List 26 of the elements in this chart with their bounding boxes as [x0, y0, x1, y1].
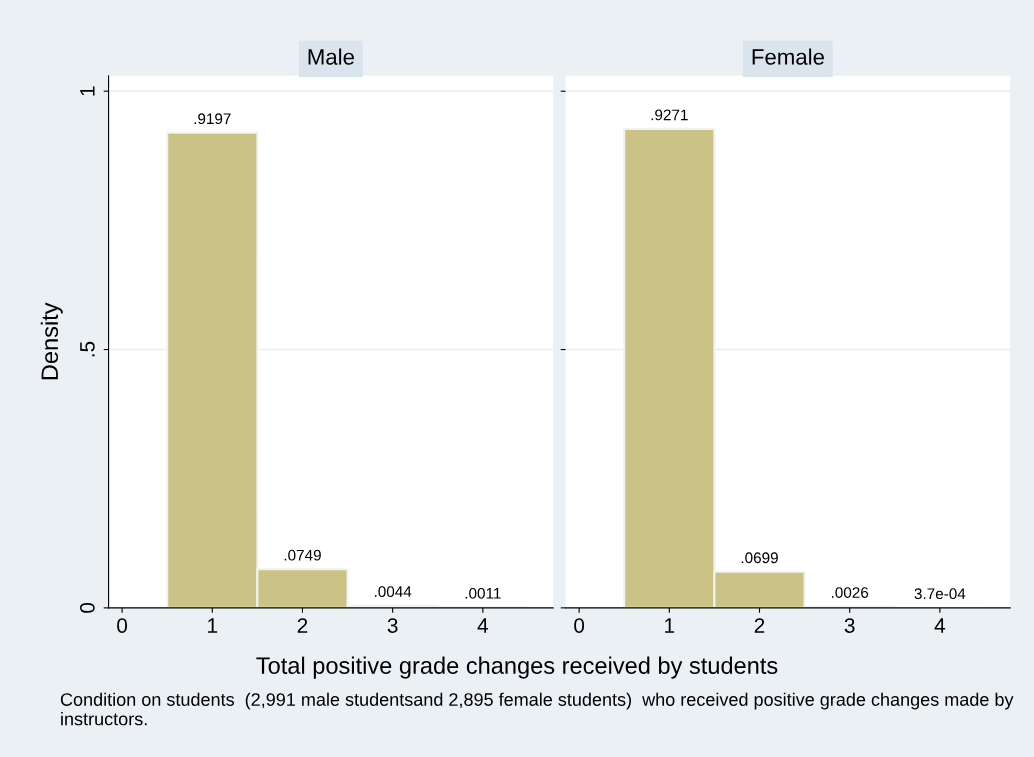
chart-title: Male [308, 48, 354, 65]
x-tick-label: 0 [117, 618, 128, 633]
data-label: .0011 [465, 587, 501, 599]
chart-title: Female [752, 48, 824, 65]
data-label: .0749 [284, 549, 321, 561]
x-axis-title: Total positive grade changes received by students [256, 656, 778, 679]
x-tick-label: 2 [297, 618, 308, 633]
data-label: .9271 [651, 109, 688, 121]
data-label: .0044 [374, 586, 412, 598]
y-axis-title: Density [40, 302, 63, 380]
data-label: .9197 [194, 113, 231, 125]
x-tick-label: 4 [477, 618, 489, 633]
x-tick-label: 4 [934, 618, 946, 633]
data-label: .0699 [741, 552, 778, 564]
text: Condition on students (2,991 male studentsand 2,895 female students) who received positive grade changes made by instructors. [60, 692, 1014, 726]
x-tick-label: 1 [665, 618, 675, 633]
x-tick-label: 1 [208, 618, 218, 633]
data-label: .0026 [831, 587, 869, 598]
y-tick-label: .5 [80, 341, 95, 357]
x-tick-label: 0 [574, 618, 585, 633]
data-label: 3.7e-04 [914, 588, 966, 600]
y-tick-label: 0 [79, 602, 95, 613]
y-tick-label: 1 [80, 86, 95, 96]
x-tick-label: 2 [754, 618, 765, 633]
x-tick-label: 3 [387, 618, 398, 633]
x-tick-label: 3 [844, 618, 855, 633]
